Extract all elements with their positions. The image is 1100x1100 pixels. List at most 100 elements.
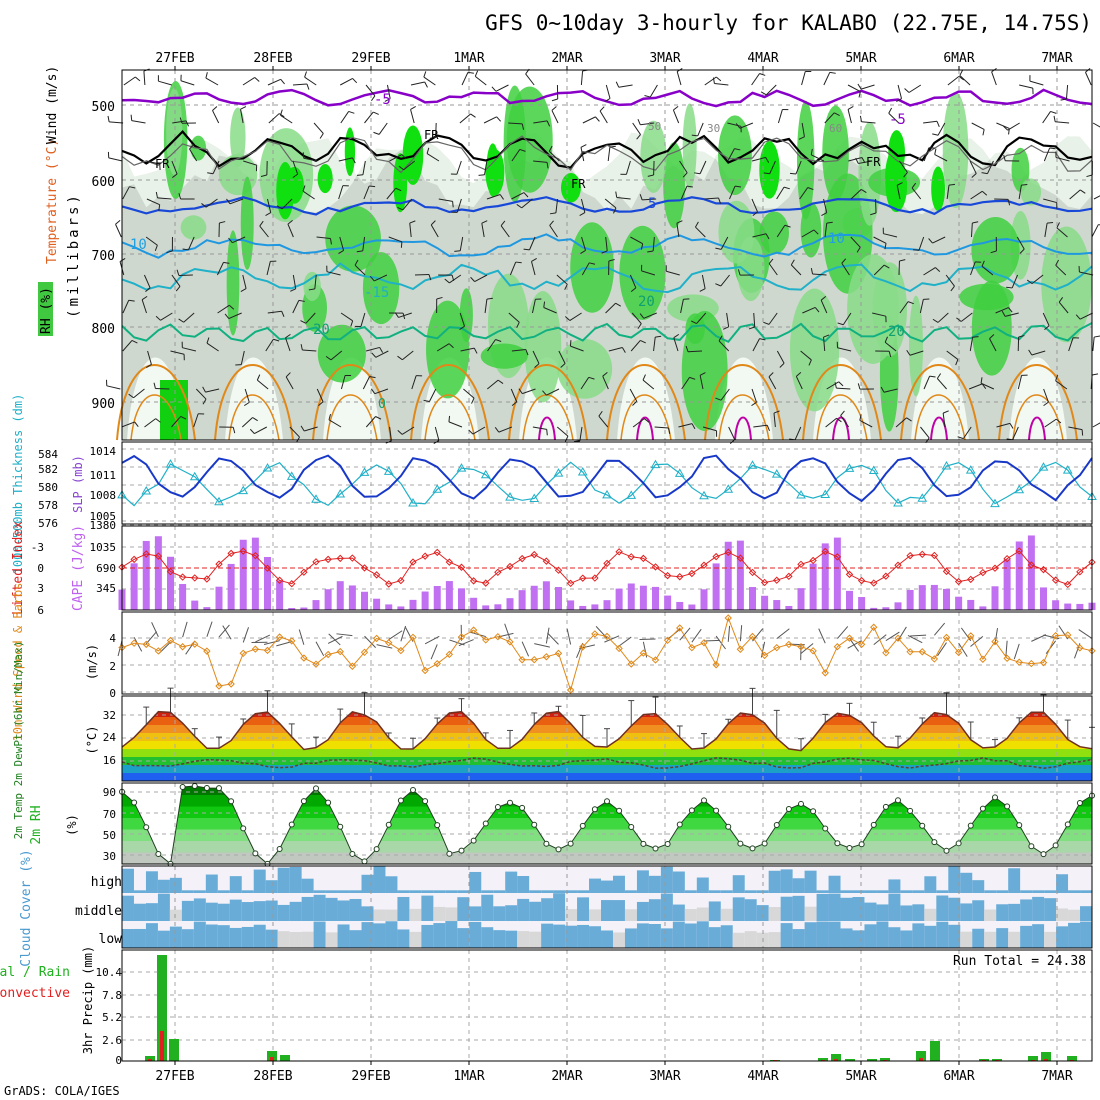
wind-barb [534, 643, 550, 648]
cape-bar [470, 597, 478, 610]
wind-barb-flag [1055, 374, 1059, 381]
wind-barb [790, 264, 802, 276]
wind-barb [923, 120, 938, 124]
cloud-fill [660, 928, 674, 948]
wind-barb [292, 83, 307, 86]
wind-point [821, 669, 829, 677]
contour-25 [704, 364, 784, 441]
wind-point [360, 648, 369, 657]
cloud-fill [744, 890, 758, 893]
slp-axis-label: SLP (mb) [71, 455, 85, 513]
cloud-fill [361, 874, 374, 893]
wind-barb [714, 83, 729, 86]
li-point [397, 576, 405, 585]
wind-barb-flag [682, 172, 688, 178]
wind-barb-flag [1021, 184, 1028, 186]
wind-barb [533, 120, 548, 124]
wind-barb-flag [1044, 325, 1050, 330]
wind-barb [895, 417, 907, 428]
li-point [688, 569, 696, 578]
wind-barb [292, 300, 300, 314]
contour-25 [214, 364, 294, 441]
wind-barb [529, 236, 536, 251]
li-point [178, 573, 187, 581]
wind-barb [458, 639, 474, 647]
wind-barb [336, 633, 353, 637]
rh-point [761, 840, 768, 847]
wind-barb [918, 236, 925, 251]
li-point [991, 564, 999, 572]
thickness-line [121, 461, 1093, 507]
wind-barb [374, 274, 388, 282]
precip-total-bar [930, 1041, 940, 1061]
rh-blob [619, 225, 666, 321]
wind-barb [292, 160, 299, 175]
contour-25 [900, 364, 980, 441]
cloud-cell [445, 866, 458, 893]
wind-barb [171, 160, 178, 175]
wind-barb-flag [668, 427, 671, 435]
wind-barb [820, 299, 828, 314]
wind-barb [217, 304, 230, 314]
wind-barb-flag [1002, 125, 1009, 131]
cloud-fill [373, 923, 386, 948]
cloud-fill [577, 897, 590, 921]
wind-barb [500, 225, 510, 238]
contour-35 [636, 416, 654, 441]
wind-point [760, 651, 769, 660]
wind-barb [969, 337, 974, 352]
wind-barb-flag [958, 75, 965, 81]
date-label: 7MAR [1041, 1069, 1072, 1084]
wind-point [300, 654, 308, 662]
wind-barb [672, 109, 680, 124]
date-label: 5MAR [845, 1069, 876, 1084]
wind-barb [511, 192, 525, 200]
wind-barb [389, 154, 403, 162]
li-point [457, 563, 466, 571]
wind-barb [360, 312, 366, 327]
wind-barb-flag [426, 147, 430, 154]
rh-blob [426, 300, 470, 399]
wind-point [591, 630, 599, 638]
date-label: 3MAR [649, 51, 680, 66]
wind-barb-flag [1049, 147, 1056, 150]
wind-barb [1092, 422, 1100, 428]
date-label: 4MAR [747, 1069, 778, 1084]
cloud-fill [876, 921, 889, 948]
wind-barb [936, 378, 947, 390]
li-point [494, 568, 502, 576]
wind-barb [409, 223, 412, 238]
wind-barb [765, 84, 777, 96]
contour-label: 50 [648, 120, 661, 133]
wind-barb [652, 236, 655, 251]
wind-point [203, 647, 211, 655]
wind-point [215, 682, 223, 690]
cloud-fill [864, 924, 877, 948]
wind-barb [183, 312, 195, 323]
wind-barb [522, 388, 536, 395]
rh-point [664, 841, 671, 848]
rh-blob [822, 105, 849, 202]
wind-barb-flag [1009, 423, 1014, 429]
wind-barb [649, 84, 658, 98]
li-point [469, 577, 478, 585]
wind-barb [919, 299, 924, 314]
rh-point [616, 807, 623, 814]
wind-point [748, 632, 757, 641]
wind-barb [777, 109, 783, 124]
wind-barb [582, 116, 596, 124]
rh-blob [480, 343, 528, 369]
thickness-point [674, 468, 685, 477]
cloud-fill [612, 875, 626, 893]
rh-point [676, 821, 683, 828]
cape-bar [167, 556, 174, 610]
cloud-fill [972, 880, 985, 893]
wind-barb [180, 80, 195, 86]
wind-point [1003, 654, 1011, 663]
rh-point [434, 822, 441, 829]
li-point [348, 554, 357, 562]
wind-barb-flag [647, 174, 654, 177]
wind-barb-flag [473, 347, 478, 354]
wind-barb [549, 225, 558, 238]
cloud-fill [517, 875, 530, 893]
